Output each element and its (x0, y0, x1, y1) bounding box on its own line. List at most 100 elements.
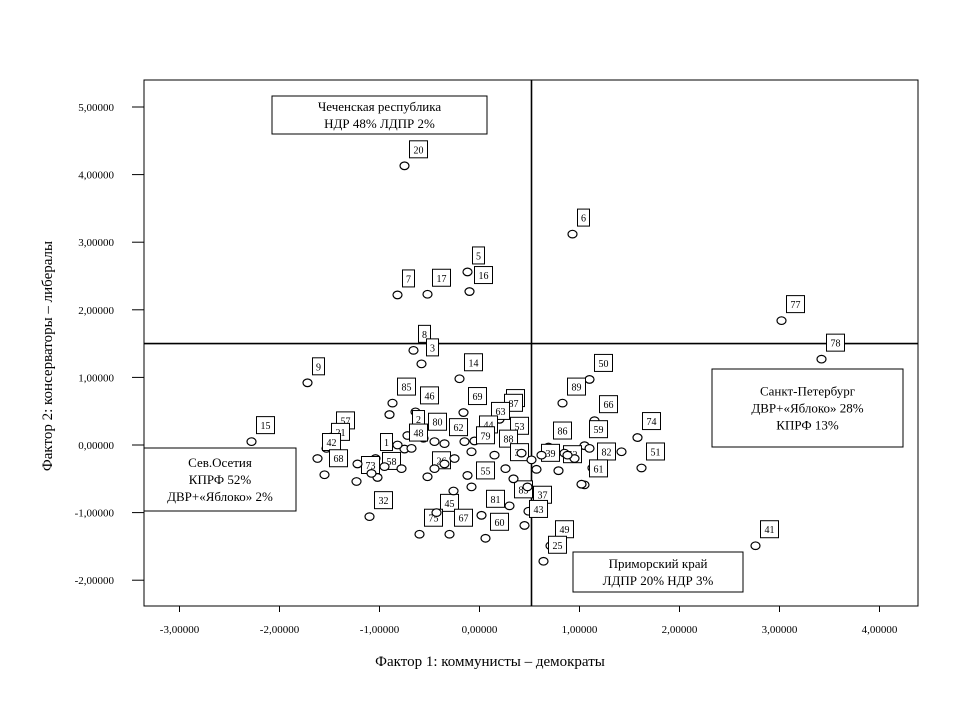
point-label-box (577, 208, 590, 227)
point-label-box (440, 493, 459, 512)
x-axis-title: Фактор 1: коммунисты – демократы (375, 654, 605, 670)
point-label: 41 (765, 525, 775, 536)
data-point (431, 508, 442, 517)
annotation-text: Приморский край (609, 556, 708, 571)
annotation-box (143, 447, 297, 512)
point-label: 58 (387, 457, 397, 468)
data-point (636, 463, 647, 473)
point-label: 7 (406, 274, 411, 285)
point-label: 15 (261, 421, 271, 432)
point-label: 3 (430, 343, 435, 354)
point-label: 61 (594, 464, 604, 475)
x-tick-label: 3,00000 (762, 624, 798, 636)
point-label: 6 (581, 214, 586, 225)
point-label: 37 (538, 491, 548, 502)
y-tick-label: 3,00000 (78, 237, 114, 249)
data-point (538, 556, 549, 566)
data-point (448, 486, 459, 496)
point-label: 42 (327, 438, 337, 449)
point-label: 2 (416, 415, 421, 426)
y-axis-title: Фактор 2: консерваторы – либералы (40, 241, 56, 471)
data-point (562, 450, 573, 460)
point-label: 80 (433, 418, 443, 429)
point-label-box (420, 386, 439, 405)
data-point (416, 359, 427, 369)
point-label: 17 (437, 274, 447, 285)
point-label-box (256, 416, 275, 435)
point-label-box (418, 324, 431, 343)
point-label-box (589, 459, 608, 478)
point-label: 39 (546, 449, 556, 460)
point-label-box (826, 333, 845, 352)
y-tick-label: 2,00000 (78, 305, 114, 317)
data-point (516, 448, 527, 458)
point-label: 89 (572, 383, 582, 394)
point-label: 82 (602, 447, 612, 458)
y-tick-label: 1,00000 (78, 372, 114, 384)
data-point (384, 410, 395, 419)
point-label-box (426, 338, 439, 357)
data-point (429, 437, 440, 447)
point-label-box (374, 491, 393, 510)
point-label-box (464, 353, 483, 372)
point-label: 43 (534, 505, 544, 516)
data-point (406, 443, 417, 453)
data-point (366, 468, 377, 478)
point-label-box (760, 520, 779, 539)
data-point (632, 433, 643, 442)
data-point (776, 316, 787, 326)
point-label: 85 (402, 383, 412, 394)
y-tick-label: -1,00000 (75, 508, 115, 520)
point-label: 20 (414, 145, 424, 156)
data-point (379, 462, 390, 472)
point-label-box (589, 420, 608, 439)
point-label: 45 (445, 499, 455, 510)
data-point (557, 398, 568, 408)
data-point (387, 398, 398, 408)
x-tick-label: 4,00000 (862, 624, 898, 636)
data-point (462, 267, 473, 277)
point-label-box (486, 489, 505, 508)
annotation-text: ДВР+«Яблоко» 2% (167, 489, 273, 504)
point-label-box (432, 268, 451, 287)
data-point (429, 464, 440, 474)
point-label: 16 (479, 271, 489, 282)
data-point (246, 437, 257, 447)
annotation-text: Чеченская республика (318, 99, 442, 114)
x-tick-label: -1,00000 (360, 624, 400, 636)
data-point (392, 290, 403, 300)
point-label-box (476, 426, 495, 445)
point-label: 53 (515, 422, 525, 433)
data-point (464, 287, 475, 296)
point-label: 69 (473, 392, 483, 403)
data-point (489, 450, 500, 460)
x-tick-label: 1,00000 (562, 624, 598, 636)
data-point (816, 354, 827, 364)
point-label: 8 (422, 330, 427, 341)
annotation-text: ДВР+«Яблоко» 28% (751, 401, 863, 416)
annotation-text: Сев.Осетия (188, 455, 252, 470)
point-label-box (642, 412, 661, 431)
data-point (531, 464, 542, 474)
point-label: 78 (831, 339, 841, 350)
data-point (352, 459, 363, 469)
point-label: 75 (429, 514, 439, 525)
point-label-box (402, 269, 415, 288)
point-label-box (553, 421, 572, 440)
data-point (576, 479, 587, 489)
point-label: 62 (454, 423, 464, 434)
data-point (454, 374, 465, 384)
point-label: 49 (560, 525, 570, 536)
point-label-box (474, 266, 493, 285)
x-tick-label: -3,00000 (160, 624, 200, 636)
point-label: 81 (491, 495, 501, 506)
data-point (553, 466, 564, 476)
point-label-box (472, 246, 485, 265)
data-point (408, 345, 419, 355)
point-label: 77 (791, 300, 801, 311)
data-point (504, 501, 515, 511)
point-label: 73 (366, 461, 376, 472)
data-point (439, 439, 450, 449)
point-label: 51 (651, 447, 661, 458)
